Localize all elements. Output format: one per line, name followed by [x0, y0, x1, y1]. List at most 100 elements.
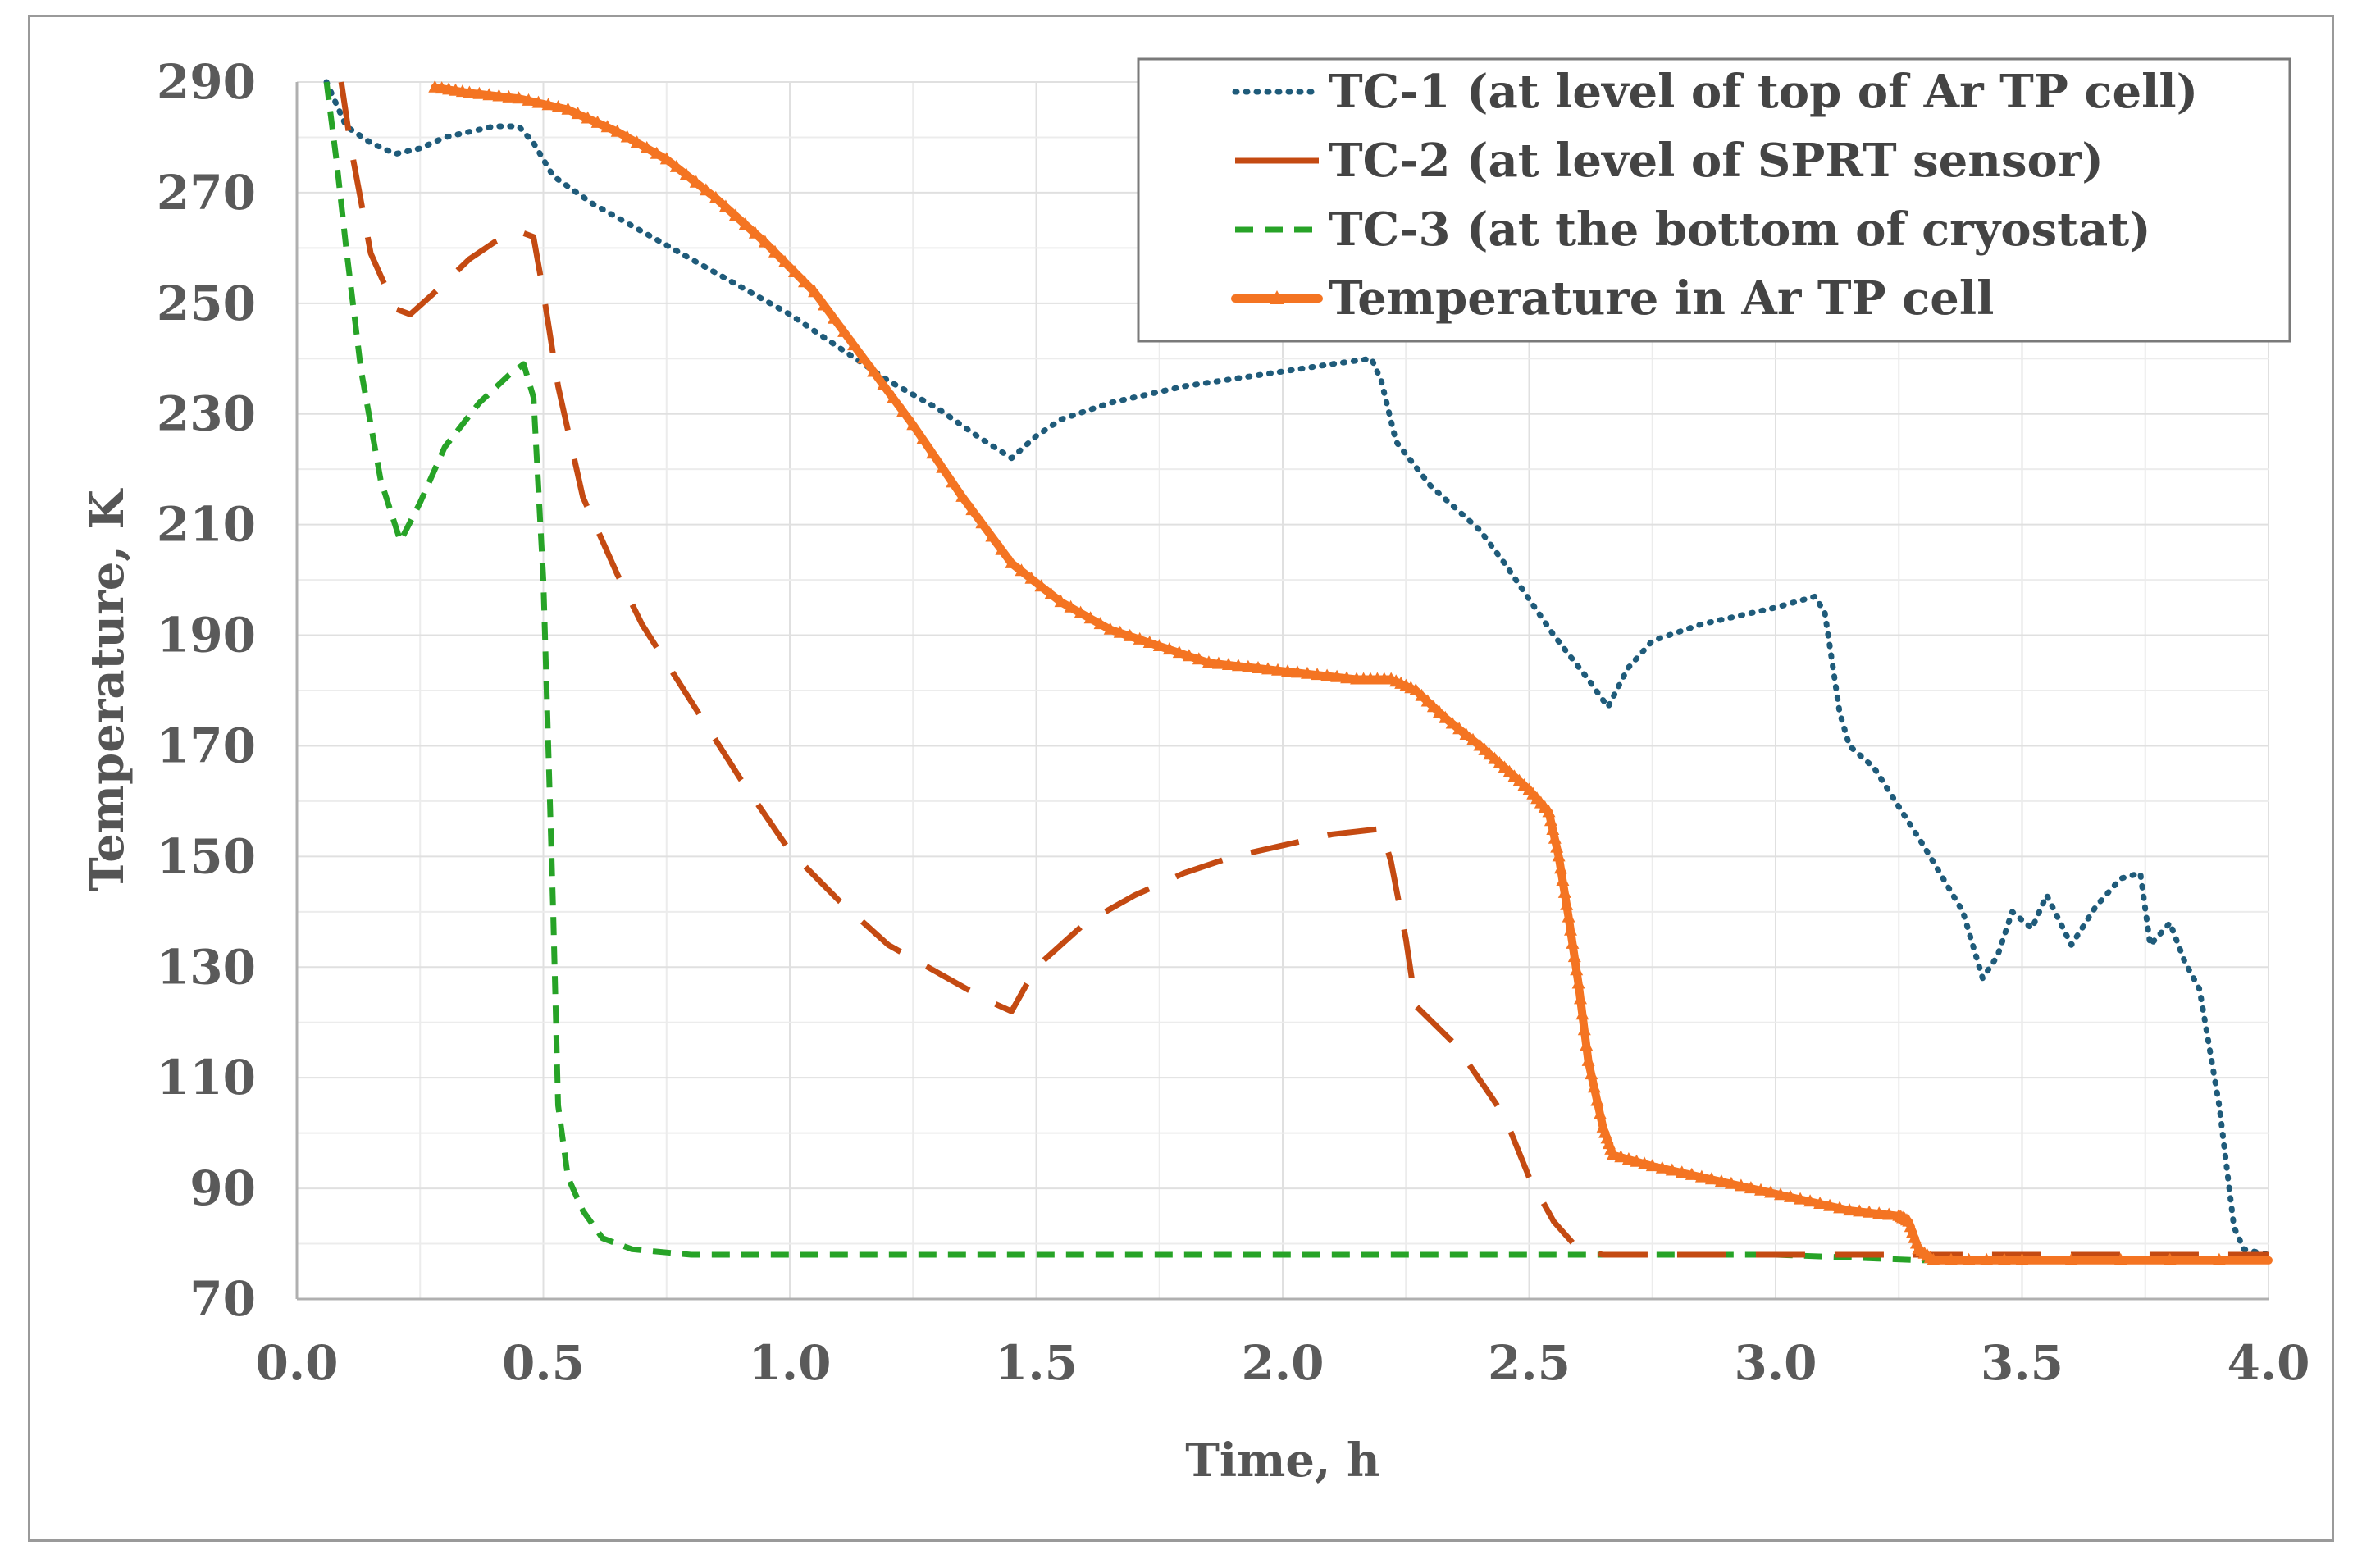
y-tick-labels: 70 90 110 130 150 170 190 210 230 250 270 290 — [157, 54, 256, 1327]
series-marker — [788, 265, 801, 277]
series-marker — [689, 175, 703, 188]
series-marker — [828, 311, 841, 324]
series-marker — [1557, 885, 1571, 898]
series-marker — [1546, 823, 1560, 835]
series-line-2 — [338, 81, 2269, 1258]
series-marker — [1123, 628, 1137, 641]
series-marker — [1590, 1093, 1604, 1106]
series-marker — [1172, 645, 1186, 659]
y-tick-label: 190 — [157, 608, 256, 663]
axes — [295, 82, 2269, 1301]
series-marker — [798, 275, 811, 288]
series-marker — [1271, 663, 1284, 676]
series-marker — [1882, 1207, 1896, 1220]
legend-label-3: TC-3 (at the bottom of cryostat) — [1329, 203, 2151, 257]
legend-label-2: TC-2 (at level of SPRT sensor) — [1329, 134, 2104, 188]
series-marker — [985, 529, 999, 542]
series-marker — [1863, 1205, 1876, 1218]
series-marker — [1252, 661, 1265, 673]
series-marker — [877, 377, 891, 390]
series-marker — [1574, 991, 1587, 1005]
series-marker — [1211, 656, 1225, 669]
series-marker — [1452, 722, 1466, 735]
series-marker — [650, 146, 663, 159]
series-marker — [1064, 599, 1078, 613]
series-marker — [1581, 1053, 1595, 1066]
series-marker — [728, 208, 742, 221]
x-tick-label: 1.5 — [995, 1335, 1078, 1391]
series-marker — [1564, 923, 1577, 936]
series-marker — [1594, 1106, 1607, 1119]
y-tick-label: 250 — [157, 276, 256, 331]
series-marker — [463, 85, 477, 98]
series-marker — [808, 285, 822, 298]
series-marker — [679, 167, 693, 180]
series-marker — [1005, 555, 1019, 568]
series-marker — [512, 91, 526, 104]
series-marker — [502, 89, 516, 103]
x-tick-label: 0.0 — [256, 1335, 339, 1391]
series-marker — [1550, 840, 1564, 853]
y-tick-label: 270 — [157, 165, 256, 221]
series-marker — [1340, 671, 1354, 684]
series-marker — [1433, 705, 1447, 718]
series-marker — [1980, 1252, 1994, 1265]
x-tick-label: 2.0 — [1242, 1335, 1325, 1391]
series-marker — [1291, 665, 1304, 678]
series-marker — [995, 542, 1009, 555]
series-marker — [1133, 631, 1147, 645]
series-marker — [472, 86, 486, 99]
series-marker — [1466, 732, 1480, 745]
series-marker — [1638, 1156, 1652, 1169]
series-marker — [1459, 727, 1473, 740]
x-tick-label: 3.5 — [1981, 1335, 2063, 1391]
series-marker — [1552, 849, 1566, 862]
series-marker — [1843, 1203, 1857, 1216]
series-marker — [1685, 1167, 1699, 1180]
series-marker — [1724, 1176, 1738, 1189]
series-marker — [1093, 617, 1107, 630]
series-marker — [1113, 625, 1127, 638]
series-marker — [1301, 666, 1314, 679]
series-marker — [630, 135, 644, 148]
x-tick-label: 0.5 — [502, 1335, 585, 1391]
series-marker — [1554, 861, 1567, 874]
series-line-3 — [323, 81, 2269, 1264]
series-marker — [867, 364, 881, 377]
series-marker — [1024, 571, 1038, 584]
series-marker — [1587, 1080, 1601, 1093]
legend-box — [1137, 57, 2291, 343]
series-marker — [1445, 716, 1459, 729]
series-marker — [837, 324, 851, 337]
series-marker — [640, 140, 654, 153]
series-marker — [699, 183, 713, 196]
series-line-1 — [323, 79, 2272, 1258]
series-marker — [522, 93, 536, 106]
x-tick-label: 3.0 — [1735, 1335, 1817, 1391]
series-marker — [1015, 563, 1028, 577]
series-marker — [1833, 1201, 1847, 1214]
series-marker — [1034, 579, 1048, 592]
series-marker — [1927, 1252, 1940, 1265]
series-marker — [590, 115, 604, 128]
series-marker — [1704, 1172, 1718, 1185]
y-tick-label: 210 — [157, 497, 256, 553]
series-marker — [818, 298, 832, 311]
series-marker — [1655, 1160, 1669, 1174]
series-marker — [1083, 611, 1097, 624]
series-marker — [1694, 1169, 1708, 1183]
y-tick-label: 290 — [157, 54, 256, 110]
series-marker — [748, 226, 762, 239]
series-marker — [778, 254, 791, 267]
series-marker — [1103, 622, 1117, 635]
series-marker — [610, 124, 624, 137]
series-marker — [709, 190, 723, 203]
series-marker — [1439, 710, 1452, 723]
series-marker — [1152, 639, 1166, 651]
series-marker — [1231, 659, 1245, 672]
series-marker — [1764, 1185, 1777, 1198]
series-marker — [1774, 1187, 1787, 1201]
series-marker — [1162, 642, 1176, 655]
series-marker — [1575, 1007, 1589, 1020]
series-marker — [551, 100, 565, 112]
